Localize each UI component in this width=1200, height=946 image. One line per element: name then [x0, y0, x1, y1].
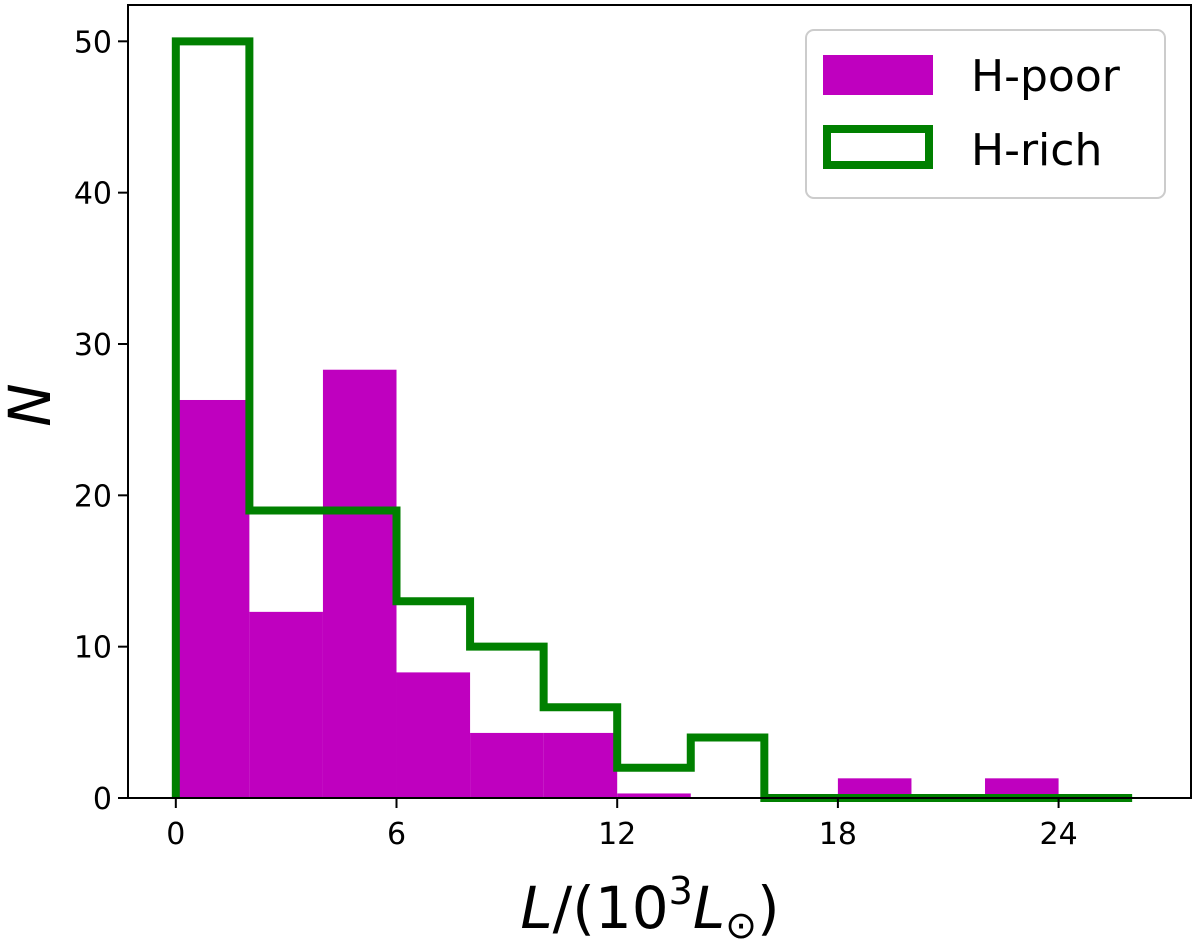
y-tick-label: 10	[74, 631, 112, 666]
x-tick-label: 18	[819, 817, 857, 852]
y-tick-label: 50	[74, 25, 112, 60]
x-tick-label: 0	[166, 817, 185, 852]
y-tick-label: 40	[74, 177, 112, 212]
h-poor-bar	[322, 369, 397, 798]
h-poor-bar	[617, 793, 691, 798]
y-tick-label: 30	[74, 328, 112, 363]
legend-h-rich-swatch	[823, 125, 933, 169]
y-tick-label: 20	[74, 479, 112, 514]
x-axis-label: L/(103L⊙)	[520, 869, 779, 946]
x-axis-label-mid: /(10	[553, 874, 669, 942]
legend: H-poor H-rich	[805, 29, 1166, 199]
y-axis-label: N	[0, 383, 64, 426]
h-poor-bar	[470, 732, 544, 798]
h-poor-bar	[396, 672, 471, 798]
x-tick-label: 12	[598, 817, 636, 852]
plot-frame	[127, 4, 1192, 799]
y-axis: 0 10 20 30 40 50	[74, 25, 128, 817]
x-tick-label: 24	[1039, 817, 1077, 852]
legend-h-rich-label: H-rich	[971, 125, 1102, 176]
h-poor-bar	[543, 732, 618, 798]
h-poor-bar	[985, 778, 1059, 798]
x-axis-label-exp: 3	[669, 869, 693, 913]
y-tick-label: 0	[93, 782, 112, 817]
h-poor-bar	[249, 611, 323, 798]
x-axis: 0 6 12 18 24	[166, 798, 1078, 852]
x-axis-label-sub: ⊙	[725, 903, 757, 946]
x-axis-label-var2: L	[693, 874, 725, 942]
x-tick-label: 6	[387, 817, 406, 852]
legend-h-poor-label: H-poor	[971, 51, 1121, 102]
legend-h-poor-swatch	[823, 55, 933, 95]
h-poor-bar	[175, 399, 250, 798]
x-axis-label-close: )	[757, 874, 780, 942]
h-poor-bar	[837, 778, 912, 798]
h-poor-bars	[175, 369, 1059, 798]
